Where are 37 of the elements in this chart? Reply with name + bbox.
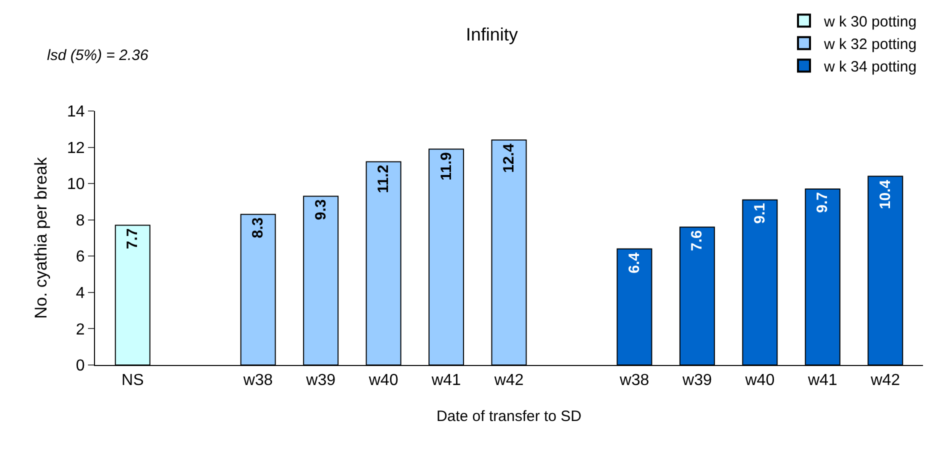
x-tick-label: w42 [870, 372, 900, 390]
x-tick-label: w41 [430, 372, 462, 390]
text: lsd (5%) = 2.36 [47, 47, 149, 64]
data-label: 7.6 [688, 230, 706, 251]
x-tick-label: w39 [305, 372, 336, 390]
data-label: 11.2 [375, 164, 392, 194]
data-label: 7.7 [124, 228, 142, 250]
data-label: 9.7 [814, 192, 832, 213]
x-tick-label: w38 [618, 372, 650, 390]
legend-label: w k 30 potting [823, 13, 917, 30]
x-tick-label: w40 [368, 372, 398, 390]
data-label: 9.3 [312, 199, 330, 220]
data-label: 11.9 [438, 152, 455, 180]
data-label: 8.3 [250, 217, 267, 238]
x-tick-label: w41 [806, 372, 838, 390]
data-label: 12.4 [500, 143, 518, 173]
y-tick-label: 14 [67, 104, 85, 121]
x-tick-label: NS [122, 372, 144, 390]
y-tick-label: 10 [67, 176, 85, 194]
y-tick-label: 2 [76, 321, 85, 338]
y-tick-label: 4 [76, 285, 85, 302]
legend-label: w k 34 potting [823, 58, 917, 76]
chart-title: Infinity [466, 24, 518, 45]
x-tick-label: w39 [682, 372, 712, 390]
x-tick-label: w38 [242, 372, 273, 390]
x-tick-label: w40 [744, 372, 775, 390]
x-axis-title: Date of transfer to SD [436, 408, 582, 426]
data-label: 10.4 [876, 179, 894, 210]
legend-label: w k 32 potting [823, 36, 917, 53]
y-tick-label: 12 [67, 140, 85, 157]
y-axis-title: No. cyathia per break [32, 156, 51, 319]
x-tick-label: w42 [493, 372, 524, 390]
y-tick-label: 0 [76, 358, 85, 375]
data-label: 9.1 [751, 202, 768, 224]
y-tick-label: 6 [76, 248, 85, 266]
data-label: 6.4 [626, 252, 643, 274]
y-tick-label: 8 [76, 212, 85, 230]
